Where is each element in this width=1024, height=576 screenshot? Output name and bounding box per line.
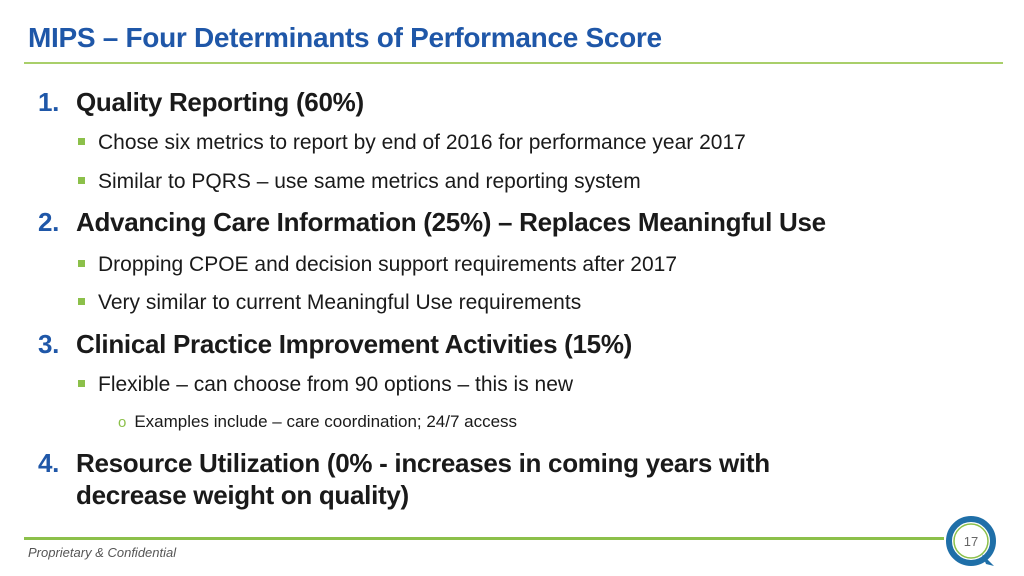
title-divider [24,62,1003,64]
footer-confidential-label: Proprietary & Confidential [28,545,177,560]
square-bullet-icon [78,138,85,145]
square-bullet-icon [78,298,85,305]
item-2-heading-text: Advancing Care Information (25%) – Repla… [76,207,826,237]
square-bullet-icon [78,380,85,387]
bullet-text: Chose six metrics to report by end of 20… [98,131,746,154]
square-bullet-icon [78,177,85,184]
item-4-heading-text: Resource Utilization (0% - increases in … [76,448,770,478]
item-1-number: 1. [38,87,60,117]
item-2-number: 2. [38,207,60,237]
sub-bullet-text: Examples include – care coordination; 24… [134,412,518,431]
item-3-sub-bullet-1: o Examples include – care coordination; 2… [118,412,517,432]
bullet-text: Similar to PQRS – use same metrics and r… [98,170,641,193]
item-4-number: 4. [38,448,60,478]
item-2-bullet-1: Dropping CPOE and decision support requi… [78,253,677,277]
bullet-text: Flexible – can choose from 90 options – … [98,373,574,396]
page-number: 17 [963,534,979,549]
square-bullet-icon [78,260,85,267]
item-1-bullet-1: Chose six metrics to report by end of 20… [78,131,746,155]
item-3-heading: 3. Clinical Practice Improvement Activiti… [38,329,632,360]
item-1-heading-text: Quality Reporting (60%) [76,87,364,117]
item-4-heading: 4. Resource Utilization (0% - increases i… [38,448,770,479]
slide-title: MIPS – Four Determinants of Performance … [28,22,662,53]
bullet-text: Dropping CPOE and decision support requi… [98,253,677,276]
item-3-heading-text: Clinical Practice Improvement Activities… [76,329,633,359]
bullet-text: Very similar to current Meaningful Use r… [98,291,582,314]
item-1-bullet-2: Similar to PQRS – use same metrics and r… [78,170,641,194]
item-1-heading: 1. Quality Reporting (60%) [38,87,364,118]
item-2-heading: 2. Advancing Care Information (25%) – Rep… [38,207,826,238]
item-3-bullet-1: Flexible – can choose from 90 options – … [78,373,573,397]
item-3-number: 3. [38,329,60,359]
item-2-bullet-2: Very similar to current Meaningful Use r… [78,291,581,315]
circle-bullet-icon: o [118,414,127,431]
item-4-heading-line-2: decrease weight on quality) [76,480,409,510]
logo-icon [946,516,996,566]
footer-divider [24,537,944,540]
